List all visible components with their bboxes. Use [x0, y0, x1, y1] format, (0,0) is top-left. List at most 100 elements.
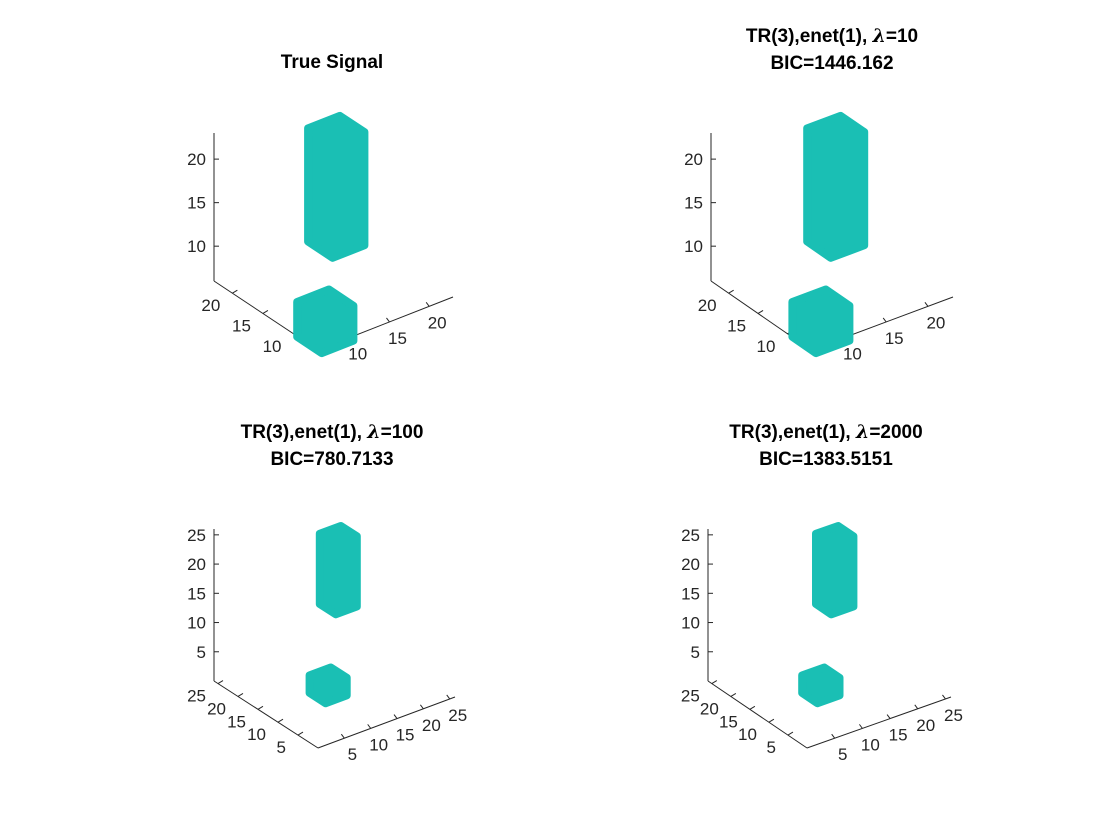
x-tick-label: 20 — [916, 716, 935, 735]
y-tick-mark — [217, 680, 224, 685]
z-tick-label: 25 — [187, 526, 206, 545]
x-tick-label: 15 — [388, 329, 407, 348]
y-tick-mark — [237, 693, 244, 697]
y-tick-label: 10 — [247, 725, 266, 744]
z-tick-label: 10 — [187, 237, 206, 256]
subplot-4: TR(3),enet(1), λ=2000BIC=1383.5151510152… — [681, 421, 963, 764]
y-tick-label: 15 — [727, 316, 746, 335]
x-tick-label: 10 — [843, 345, 862, 364]
isosurface-tall-column — [803, 111, 869, 262]
title-segment: BIC=780.7133 — [270, 449, 393, 470]
x-tick-mark — [386, 317, 390, 323]
y-tick-label: 20 — [698, 296, 717, 315]
z-tick-label: 10 — [187, 614, 206, 633]
chart-title-line-1: TR(3),enet(1), λ=2000 — [729, 421, 922, 443]
y-tick-label: 15 — [719, 712, 738, 731]
title-segment: BIC=1446.162 — [770, 53, 893, 74]
y-tick-mark — [257, 705, 264, 710]
x-tick-mark — [886, 714, 891, 719]
x-tick-label: 25 — [944, 706, 963, 725]
x-tick-label: 15 — [889, 726, 908, 745]
title-segment: True Signal — [281, 52, 383, 73]
x-tick-mark — [924, 302, 929, 307]
title-segment: =10 — [886, 26, 918, 47]
z-tick-label: 20 — [684, 150, 703, 169]
y-tick-label: 15 — [232, 316, 251, 335]
isosurface-tall-column — [304, 111, 369, 262]
z-tick-label: 15 — [684, 194, 703, 213]
x-tick-label: 10 — [369, 735, 388, 754]
x-axis-line — [317, 696, 456, 749]
subplot-1: True Signal 10 15 20 10 15 20 10 15 20 — [187, 52, 454, 364]
z-tick-label: 15 — [187, 584, 206, 603]
x-axis-line — [806, 696, 952, 749]
isosurface-tall-column — [812, 522, 858, 619]
y-tick-mark — [787, 731, 794, 736]
y-tick-mark — [711, 680, 718, 685]
title-segment: TR(3),enet(1), — [746, 26, 873, 47]
lambda-symbol: λ — [872, 25, 886, 47]
x-tick-label: 25 — [448, 706, 467, 725]
chart-title-line-1: TR(3),enet(1), λ=100 — [241, 421, 424, 443]
z-tick-label: 5 — [197, 643, 206, 662]
y-tick-mark — [757, 310, 764, 314]
y-tick-mark — [768, 718, 775, 723]
subplot-2: TR(3),enet(1), λ=10 BIC=1446.162 10 15 20 10 1… — [684, 25, 954, 364]
x-tick-label: 20 — [926, 313, 945, 332]
z-tick-label: 25 — [681, 526, 700, 545]
title-segment: =100 — [381, 422, 424, 443]
x-tick-label: 20 — [428, 313, 447, 332]
chart-title-line-2: BIC=1446.162 — [770, 53, 893, 74]
z-tick-label: 15 — [187, 194, 206, 213]
z-tick-label: 20 — [681, 555, 700, 574]
x-tick-label: 10 — [861, 735, 880, 754]
chart-title-line-1: True Signal — [281, 52, 383, 73]
lambda-symbol: λ — [855, 421, 869, 443]
y-tick-mark — [297, 731, 304, 736]
z-tick-label: 5 — [691, 643, 700, 662]
y-axis-line — [707, 680, 808, 749]
x-tick-mark — [882, 317, 887, 323]
x-tick-label: 20 — [422, 716, 441, 735]
isosurface-small-cube — [293, 285, 358, 358]
x-tick-label: 5 — [838, 745, 847, 764]
chart-title-line-2: BIC=1383.5151 — [759, 449, 893, 470]
x-tick-mark — [425, 302, 430, 307]
isosurface-small-cube — [305, 663, 351, 708]
x-tick-mark — [367, 724, 372, 729]
y-tick-mark — [277, 718, 284, 723]
x-tick-mark — [831, 733, 836, 739]
x-tick-mark — [914, 704, 919, 710]
y-tick-label: 10 — [738, 725, 757, 744]
subplot-3: TR(3),enet(1), λ=100BIC=780.713351015202… — [187, 421, 467, 764]
x-tick-mark — [340, 733, 345, 739]
z-tick-label: 10 — [681, 614, 700, 633]
x-tick-label: 10 — [348, 345, 367, 364]
x-tick-label: 15 — [396, 726, 415, 745]
chart-title-line-1: TR(3),enet(1), λ=10 — [746, 25, 918, 47]
y-tick-label: 15 — [227, 712, 246, 731]
x-tick-mark — [942, 694, 946, 700]
y-tick-mark — [262, 310, 269, 314]
title-segment: TR(3),enet(1), — [241, 422, 368, 443]
x-tick-label: 5 — [348, 745, 357, 764]
chart-title-line-2: BIC=780.7133 — [270, 449, 393, 470]
title-segment: BIC=1383.5151 — [759, 449, 893, 470]
isosurface-small-cube — [788, 285, 854, 358]
isosurface-small-cube — [798, 663, 844, 708]
z-tick-label: 15 — [681, 584, 700, 603]
y-tick-label: 20 — [201, 296, 220, 315]
y-tick-mark — [232, 289, 238, 294]
z-tick-label: 20 — [187, 555, 206, 574]
y-tick-label: 10 — [757, 337, 776, 356]
x-tick-mark — [858, 724, 863, 729]
y-tick-label: 5 — [766, 738, 775, 757]
y-tick-label: 25 — [187, 687, 206, 706]
y-tick-label: 10 — [263, 337, 282, 356]
y-tick-mark — [749, 705, 756, 710]
lambda-symbol: λ — [366, 421, 380, 443]
title-segment: TR(3),enet(1), — [729, 422, 856, 443]
x-tick-label: 15 — [885, 329, 904, 348]
